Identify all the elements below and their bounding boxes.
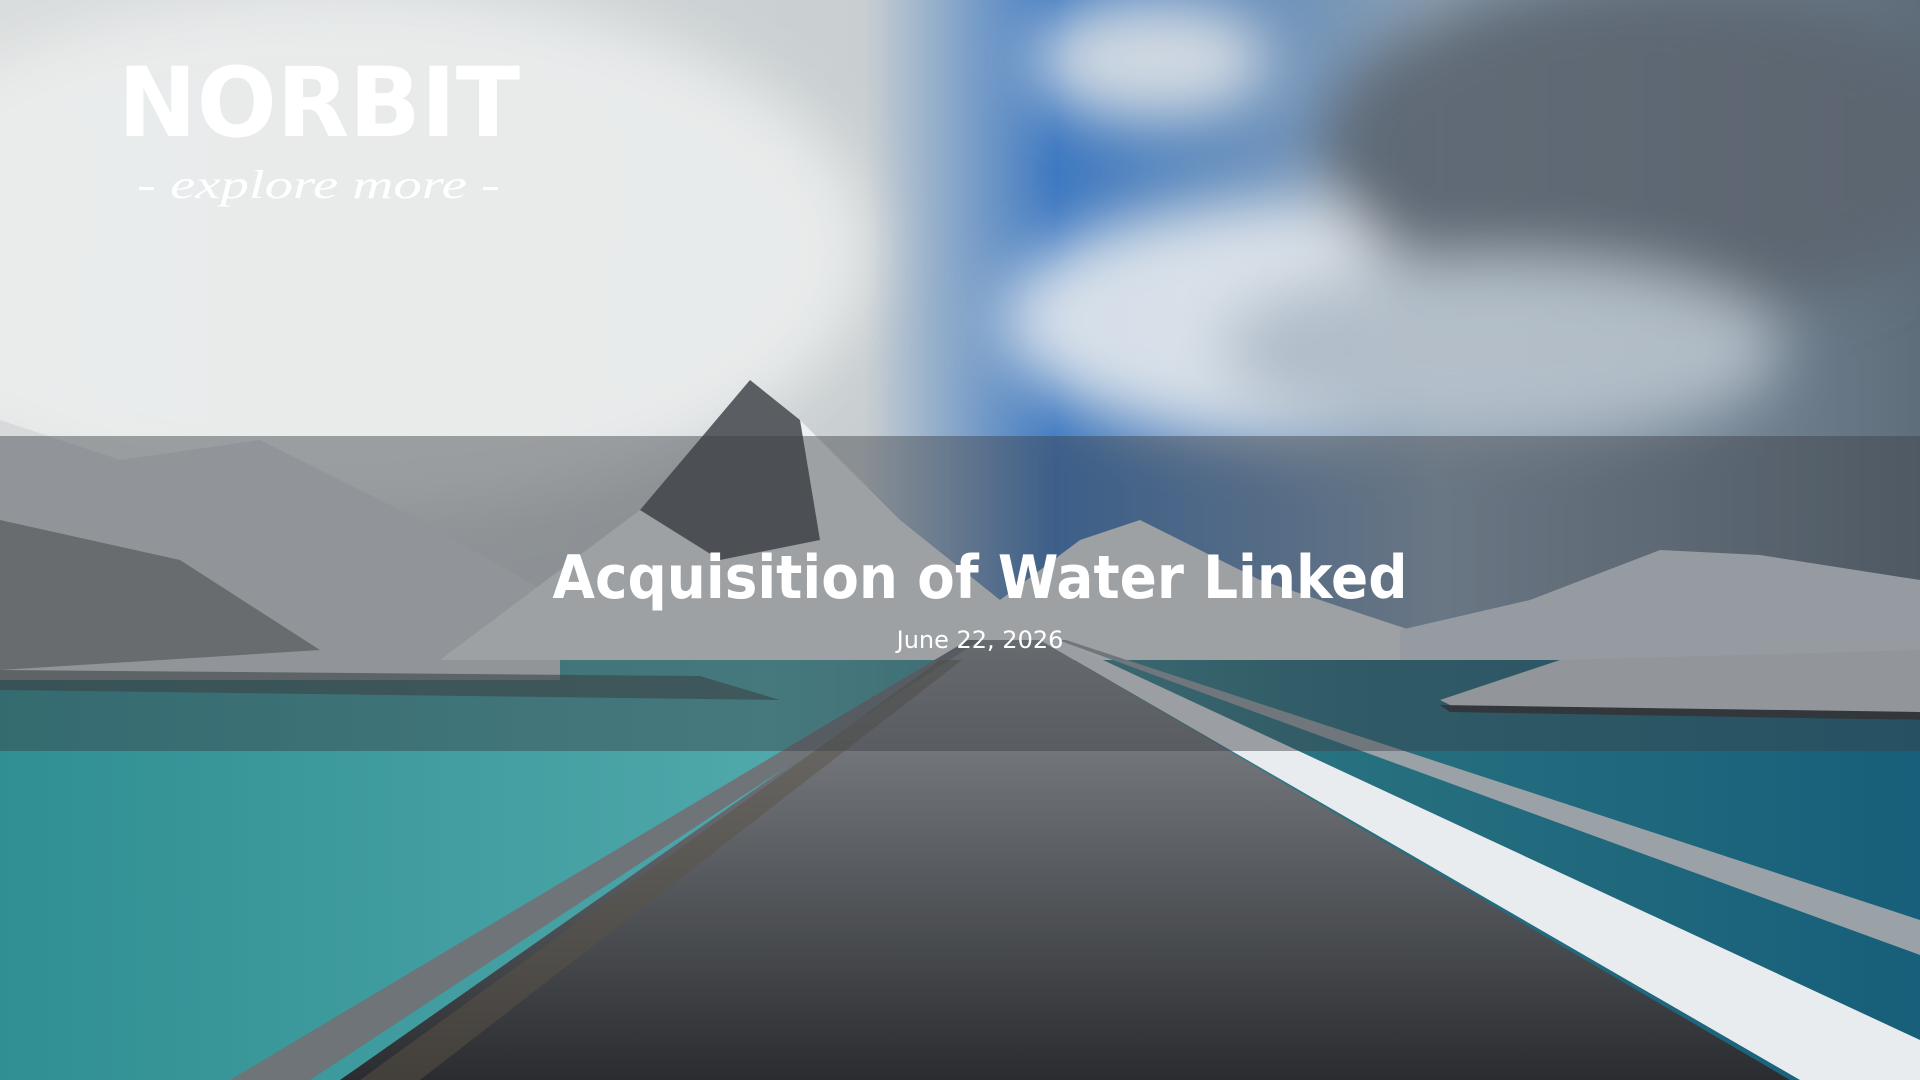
logo: NORBIT — [118, 47, 520, 159]
logo-tagline: - explore more - — [137, 162, 500, 207]
slide-title: Acquisition of Water Linked — [553, 543, 1408, 613]
slide-date: June 22, 2026 — [895, 626, 1064, 654]
page: NORBIT - explore more - Acquisition of W… — [0, 0, 1920, 1080]
slide: NORBIT - explore more - Acquisition of W… — [0, 0, 1920, 1080]
